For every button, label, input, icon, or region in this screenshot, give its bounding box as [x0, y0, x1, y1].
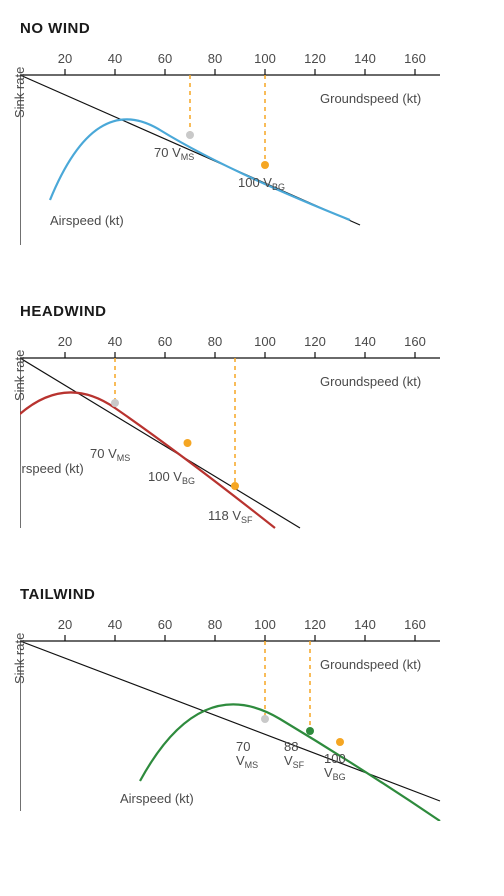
reference-point	[231, 482, 239, 490]
reference-point	[184, 439, 192, 447]
x-tick-label: 40	[108, 617, 122, 632]
y-axis-label: Sink rate	[12, 349, 27, 400]
x-tick-label: 140	[354, 617, 376, 632]
point-label: 100VBG	[324, 751, 346, 782]
x-axis-label: Groundspeed (kt)	[320, 657, 421, 672]
polar-curve	[50, 119, 350, 220]
x-tick-label: 80	[208, 334, 222, 349]
x-tick-label: 160	[404, 617, 426, 632]
x-tick-label: 40	[108, 334, 122, 349]
x-tick-label: 140	[354, 334, 376, 349]
reference-point	[186, 131, 194, 139]
y-axis-label: Sink rate	[12, 632, 27, 683]
x-axis-label: Groundspeed (kt)	[320, 91, 421, 106]
x-tick-label: 80	[208, 617, 222, 632]
point-label: 70 VMS	[90, 446, 130, 463]
reference-point	[111, 399, 119, 407]
curve-label: Airspeed (kt)	[120, 791, 194, 806]
x-tick-label: 160	[404, 334, 426, 349]
chart-headwind: HEADWINDSink rate2040608010012014016070 …	[20, 303, 484, 538]
x-tick-label: 160	[404, 51, 426, 66]
x-tick-label: 100	[254, 51, 276, 66]
reference-point	[261, 161, 269, 169]
x-tick-label: 140	[354, 51, 376, 66]
chart-title: HEADWIND	[20, 303, 484, 320]
chart-svg: 2040608010012014016070 VMS100 VBGGrounds…	[20, 45, 480, 255]
x-tick-label: 60	[158, 51, 172, 66]
x-tick-label: 20	[58, 617, 72, 632]
x-tick-label: 80	[208, 51, 222, 66]
x-tick-label: 20	[58, 51, 72, 66]
tangent-line	[20, 358, 300, 528]
x-axis-label: Groundspeed (kt)	[320, 374, 421, 389]
x-tick-label: 20	[58, 334, 72, 349]
curve-label: Airspeed (kt)	[50, 213, 124, 228]
point-label: 70VMS	[236, 739, 258, 770]
x-tick-label: 60	[158, 617, 172, 632]
x-tick-label: 40	[108, 51, 122, 66]
x-tick-label: 60	[158, 334, 172, 349]
chart-tailwind: TAILWINDSink rate2040608010012014016070V…	[20, 586, 484, 821]
x-tick-label: 120	[304, 334, 326, 349]
chart-nowind: NO WINDSink rate2040608010012014016070 V…	[20, 20, 484, 255]
point-label: 118 VSF	[208, 508, 253, 525]
chart-title: NO WIND	[20, 20, 484, 37]
reference-point	[261, 715, 269, 723]
reference-point	[336, 738, 344, 746]
curve-label: Airspeed (kt)	[20, 461, 84, 476]
x-tick-label: 120	[304, 617, 326, 632]
x-tick-label: 120	[304, 51, 326, 66]
x-tick-label: 100	[254, 617, 276, 632]
y-axis-label: Sink rate	[12, 66, 27, 117]
chart-title: TAILWIND	[20, 586, 484, 603]
point-label: 100 VBG	[238, 175, 285, 192]
point-label: 100 VBG	[148, 469, 195, 486]
point-label: 88VSF	[284, 739, 305, 770]
chart-svg: 20 40 60 80 100 120 140 160 70VMS 88VSF 100VBG Grou…	[20, 611, 480, 821]
chart-svg: 20 40 60 80 100 120 140 160 70 VMS 100 VBG 118 VSF…	[20, 328, 480, 538]
reference-point	[306, 727, 314, 735]
x-tick-label: 100	[254, 334, 276, 349]
